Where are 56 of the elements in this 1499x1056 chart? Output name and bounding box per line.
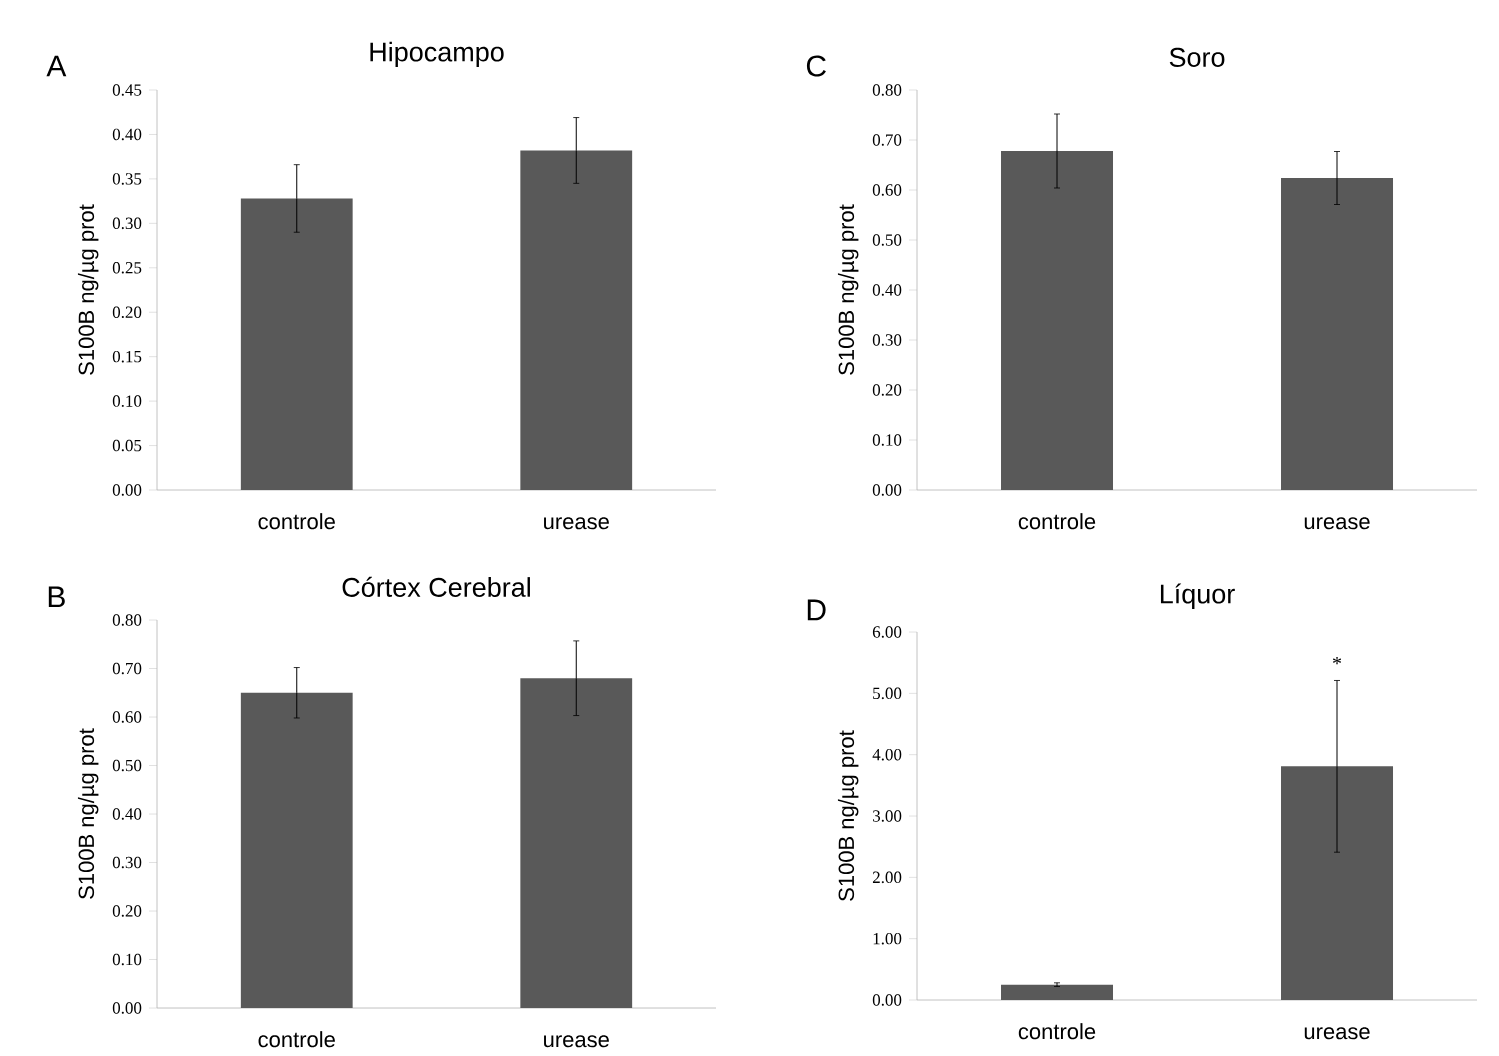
y-tick-label: 0.40: [112, 128, 142, 141]
x-tick-label: controle: [1018, 1023, 1096, 1040]
y-tick-label: 0.45: [112, 84, 142, 96]
y-tick-label: 0.15: [112, 350, 142, 363]
y-tick-label: 0.10: [112, 395, 142, 407]
y-tick-label: 0.35: [112, 173, 142, 185]
x-tick-label: urease: [1304, 1027, 1370, 1040]
chart-title: Córtex Cerebral: [342, 576, 530, 597]
y-tick-label: 5.00: [873, 687, 902, 700]
y-tick-label: 0.40: [872, 284, 902, 296]
text: C: [806, 55, 826, 77]
y-tick-label: 0.00: [112, 484, 142, 496]
chart-title: Hipocampo: [370, 41, 504, 67]
y-tick-label: 0.20: [872, 384, 902, 396]
chart-title: Soro: [1169, 47, 1225, 67]
y-tick-label: 0.70: [112, 662, 142, 675]
y-tick-label: 1.00: [873, 932, 902, 945]
y-tick-label: 2.00: [872, 871, 902, 884]
y-tick-label: 0.25: [112, 262, 142, 274]
y-axis-title: S100B ng/µg prot: [837, 204, 859, 375]
y-tick-label: 0.40: [112, 808, 142, 820]
y-tick-label: 0.10: [872, 434, 902, 446]
y-axis-title: S100B ng/µg prot: [837, 730, 859, 901]
x-tick-label: urease: [1304, 517, 1370, 530]
x-tick-label: urease: [544, 517, 609, 530]
annotation: *: [1332, 656, 1342, 665]
y-tick-label: 0.70: [872, 134, 902, 146]
y-tick-label: 4.00: [872, 748, 902, 761]
chart-title: Líquor: [1160, 583, 1235, 609]
y-tick-label: 0.20: [112, 306, 142, 319]
y-tick-label: 0.80: [112, 614, 142, 626]
x-tick-label: controle: [1018, 513, 1096, 530]
text: B: [48, 586, 65, 608]
text: D: [807, 599, 826, 621]
y-tick-label: 0.00: [872, 994, 902, 1006]
y-tick-label: 6.00: [872, 626, 902, 638]
x-tick-label: controle: [258, 1031, 335, 1048]
y-tick-label: 0.00: [112, 1002, 142, 1014]
y-tick-label: 3.00: [873, 810, 902, 822]
text: A: [46, 55, 67, 77]
y-tick-label: 0.05: [112, 439, 142, 452]
y-tick-label: 0.10: [112, 953, 142, 966]
y-axis-title: S100B ng/µg prot: [77, 204, 99, 375]
y-tick-label: 0.80: [872, 84, 902, 96]
x-tick-label: urease: [544, 1035, 609, 1048]
y-tick-label: 0.20: [112, 905, 142, 917]
y-axis-title: S100B ng/µg prot: [77, 728, 99, 899]
y-tick-label: 0.60: [112, 711, 142, 723]
y-tick-label: 0.30: [112, 856, 142, 869]
y-tick-label: 0.50: [112, 759, 142, 772]
y-tick-label: 0.30: [112, 217, 142, 230]
y-tick-label: 0.00: [872, 484, 902, 496]
y-tick-label: 0.30: [872, 334, 902, 346]
y-tick-label: 0.50: [872, 234, 902, 246]
x-tick-label: controle: [258, 513, 335, 530]
y-tick-label: 0.60: [872, 184, 902, 196]
